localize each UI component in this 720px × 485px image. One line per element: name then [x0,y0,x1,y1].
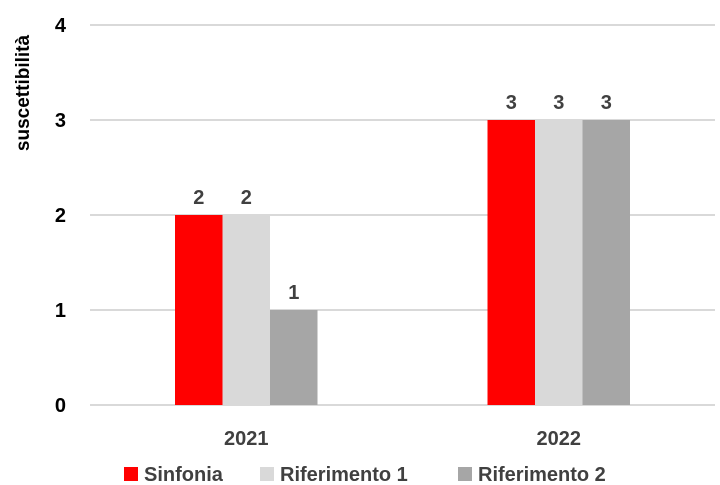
y-tick-label: 3 [55,110,66,132]
bar-2021-series-1 [175,215,223,405]
data-label: 2 [193,187,204,209]
bar-2021-series-2 [222,215,270,405]
y-axis-label: suscettibilità [13,35,34,152]
bar-2022-series-3 [582,120,630,405]
y-tick-label: 0 [55,395,66,417]
x-axis-ticks: 2021 2022 [224,428,581,450]
y-tick-label: 2 [55,205,66,227]
y-tick-label: 4 [55,15,67,37]
legend-label: Sinfonia [144,464,224,485]
data-label: 3 [506,92,517,114]
y-axis-ticks: 0 1 2 3 4 [55,15,67,417]
data-label: 3 [601,92,612,114]
data-label: 3 [553,92,564,114]
legend-item: Sinfonia [124,464,224,485]
bar-2022-series-1 [487,120,535,405]
bar-2022-series-2 [535,120,583,405]
legend-label: Riferimento 2 [478,464,606,485]
legend-label: Riferimento 1 [280,464,408,485]
legend: Sinfonia Riferimento 1 Riferimento 2 [124,464,606,485]
legend-item: Riferimento 2 [458,464,606,485]
x-tick-label: 2022 [537,428,582,450]
bars [175,120,630,405]
data-label: 2 [241,187,252,209]
x-tick-label: 2021 [224,428,269,450]
legend-swatch [458,467,472,481]
data-labels: 2 2 1 3 3 3 [193,92,612,304]
bar-2021-series-3 [270,310,318,405]
legend-swatch [124,467,138,481]
legend-swatch [260,467,274,481]
legend-item: Riferimento 1 [260,464,408,485]
y-tick-label: 1 [55,300,66,322]
data-label: 1 [288,282,299,304]
